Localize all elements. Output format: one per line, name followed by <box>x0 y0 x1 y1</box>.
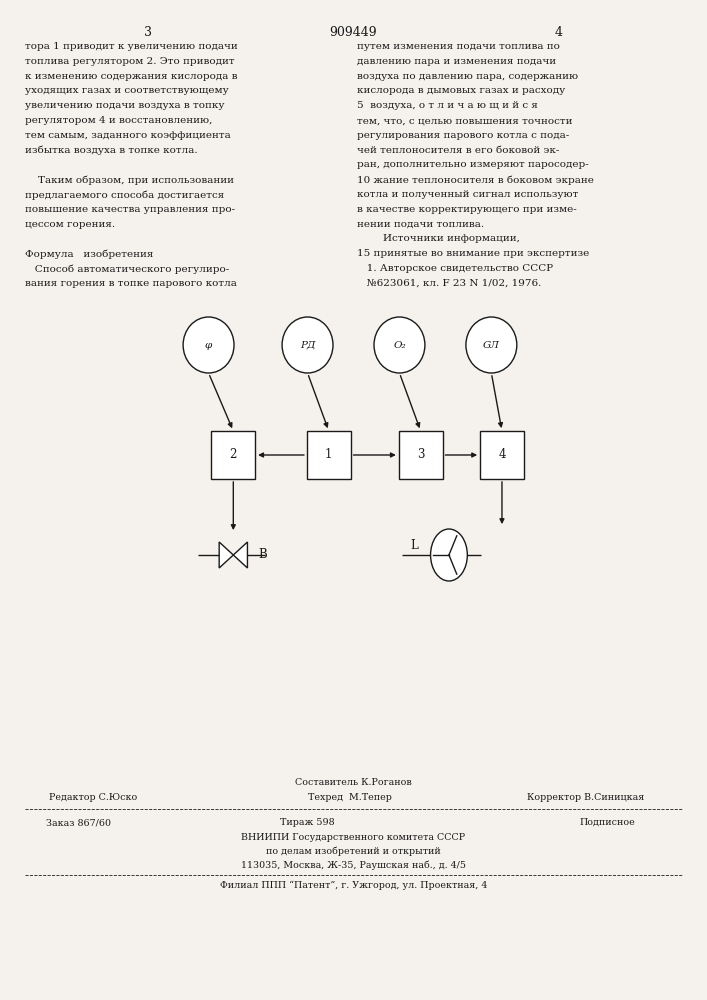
Text: 15 принятые во внимание при экспертизе: 15 принятые во внимание при экспертизе <box>357 249 590 258</box>
Text: уходящих газах и соответствующему: уходящих газах и соответствующему <box>25 86 228 95</box>
Text: топлива регулятором 2. Это приводит: топлива регулятором 2. Это приводит <box>25 57 234 66</box>
Text: L: L <box>410 539 418 552</box>
Text: Корректор В.Синицкая: Корректор В.Синицкая <box>527 793 644 802</box>
Text: Редактор С.Юско: Редактор С.Юско <box>49 793 138 802</box>
Text: В: В <box>258 548 267 562</box>
Bar <box>307 431 351 479</box>
Text: 2: 2 <box>230 448 237 462</box>
Text: 1: 1 <box>325 448 332 462</box>
Text: Тираж 598: Тираж 598 <box>280 818 335 827</box>
Text: 3: 3 <box>417 448 424 462</box>
Text: φ: φ <box>205 340 212 350</box>
Text: 10 жание теплоносителя в боковом экране: 10 жание теплоносителя в боковом экране <box>357 175 594 185</box>
Text: в качестве корректирующего при изме-: в качестве корректирующего при изме- <box>357 205 577 214</box>
Text: 4: 4 <box>498 448 506 462</box>
Text: котла и полученный сигнал используют: котла и полученный сигнал используют <box>357 190 578 199</box>
Ellipse shape <box>374 317 425 373</box>
Text: кислорода в дымовых газах и расходу: кислорода в дымовых газах и расходу <box>357 86 566 95</box>
Text: ВНИИПИ Государственного комитета СССР: ВНИИПИ Государственного комитета СССР <box>241 833 466 842</box>
Text: вания горения в топке парового котла: вания горения в топке парового котла <box>25 279 237 288</box>
Bar <box>480 431 524 479</box>
Text: чей теплоносителя в его боковой эк-: чей теплоносителя в его боковой эк- <box>357 146 559 155</box>
Text: 3: 3 <box>144 26 153 39</box>
Ellipse shape <box>183 317 234 373</box>
Bar <box>399 431 443 479</box>
Text: Подписное: Подписное <box>580 818 636 827</box>
Text: Составитель К.Роганов: Составитель К.Роганов <box>295 778 412 787</box>
Text: 4: 4 <box>554 26 563 39</box>
Text: давлению пара и изменения подачи: давлению пара и изменения подачи <box>357 57 556 66</box>
Text: Формула   изобретения: Формула изобретения <box>25 249 153 259</box>
Text: 113035, Москва, Ж-35, Раушская наб., д. 4/5: 113035, Москва, Ж-35, Раушская наб., д. … <box>241 861 466 870</box>
Text: нении подачи топлива.: нении подачи топлива. <box>357 220 484 229</box>
Text: Заказ 867/60: Заказ 867/60 <box>46 818 111 827</box>
Text: Филиал ППП “Патент”, г. Ужгород, ул. Проектная, 4: Филиал ППП “Патент”, г. Ужгород, ул. Про… <box>220 881 487 890</box>
Text: №623061, кл. F 23 N 1/02, 1976.: №623061, кл. F 23 N 1/02, 1976. <box>357 279 542 288</box>
Text: тора 1 приводит к увеличению подачи: тора 1 приводит к увеличению подачи <box>25 42 238 51</box>
Text: воздуха по давлению пара, содержанию: воздуха по давлению пара, содержанию <box>357 72 578 81</box>
Text: предлагаемого способа достигается: предлагаемого способа достигается <box>25 190 224 200</box>
Ellipse shape <box>466 317 517 373</box>
Circle shape <box>431 529 467 581</box>
Text: Техред  М.Тепер: Техред М.Тепер <box>308 793 392 802</box>
Ellipse shape <box>282 317 333 373</box>
Text: 1. Авторское свидетельство СССР: 1. Авторское свидетельство СССР <box>357 264 553 273</box>
Text: Способ автоматического регулиро-: Способ автоматического регулиро- <box>25 264 229 273</box>
Text: регулятором 4 и восстановлению,: регулятором 4 и восстановлению, <box>25 116 212 125</box>
Polygon shape <box>219 542 233 568</box>
Text: PД: PД <box>300 340 315 350</box>
Text: цессом горения.: цессом горения. <box>25 220 115 229</box>
Text: повышение качества управления про-: повышение качества управления про- <box>25 205 235 214</box>
Text: 909449: 909449 <box>329 26 378 39</box>
Text: избытка воздуха в топке котла.: избытка воздуха в топке котла. <box>25 146 197 155</box>
Bar <box>211 431 255 479</box>
Text: по делам изобретений и открытий: по делам изобретений и открытий <box>266 847 441 856</box>
Text: Таким образом, при использовании: Таким образом, при использовании <box>25 175 234 185</box>
Text: Источники информации,: Источники информации, <box>357 234 520 243</box>
Text: регулирования парового котла с пода-: регулирования парового котла с пода- <box>357 131 569 140</box>
Text: увеличению подачи воздуха в топку: увеличению подачи воздуха в топку <box>25 101 224 110</box>
Text: GЛ: GЛ <box>483 340 500 350</box>
Text: ран, дополнительно измеряют паросодер-: ран, дополнительно измеряют паросодер- <box>357 160 589 169</box>
Text: тем, что, с целью повышения точности: тем, что, с целью повышения точности <box>357 116 573 125</box>
Text: к изменению содержания кислорода в: к изменению содержания кислорода в <box>25 72 238 81</box>
Text: 5  воздуха, о т л и ч а ю щ и й с я: 5 воздуха, о т л и ч а ю щ и й с я <box>357 101 538 110</box>
Text: O₂: O₂ <box>393 340 406 350</box>
Text: тем самым, заданного коэффициента: тем самым, заданного коэффициента <box>25 131 230 140</box>
Polygon shape <box>233 542 247 568</box>
Text: путем изменения подачи топлива по: путем изменения подачи топлива по <box>357 42 560 51</box>
